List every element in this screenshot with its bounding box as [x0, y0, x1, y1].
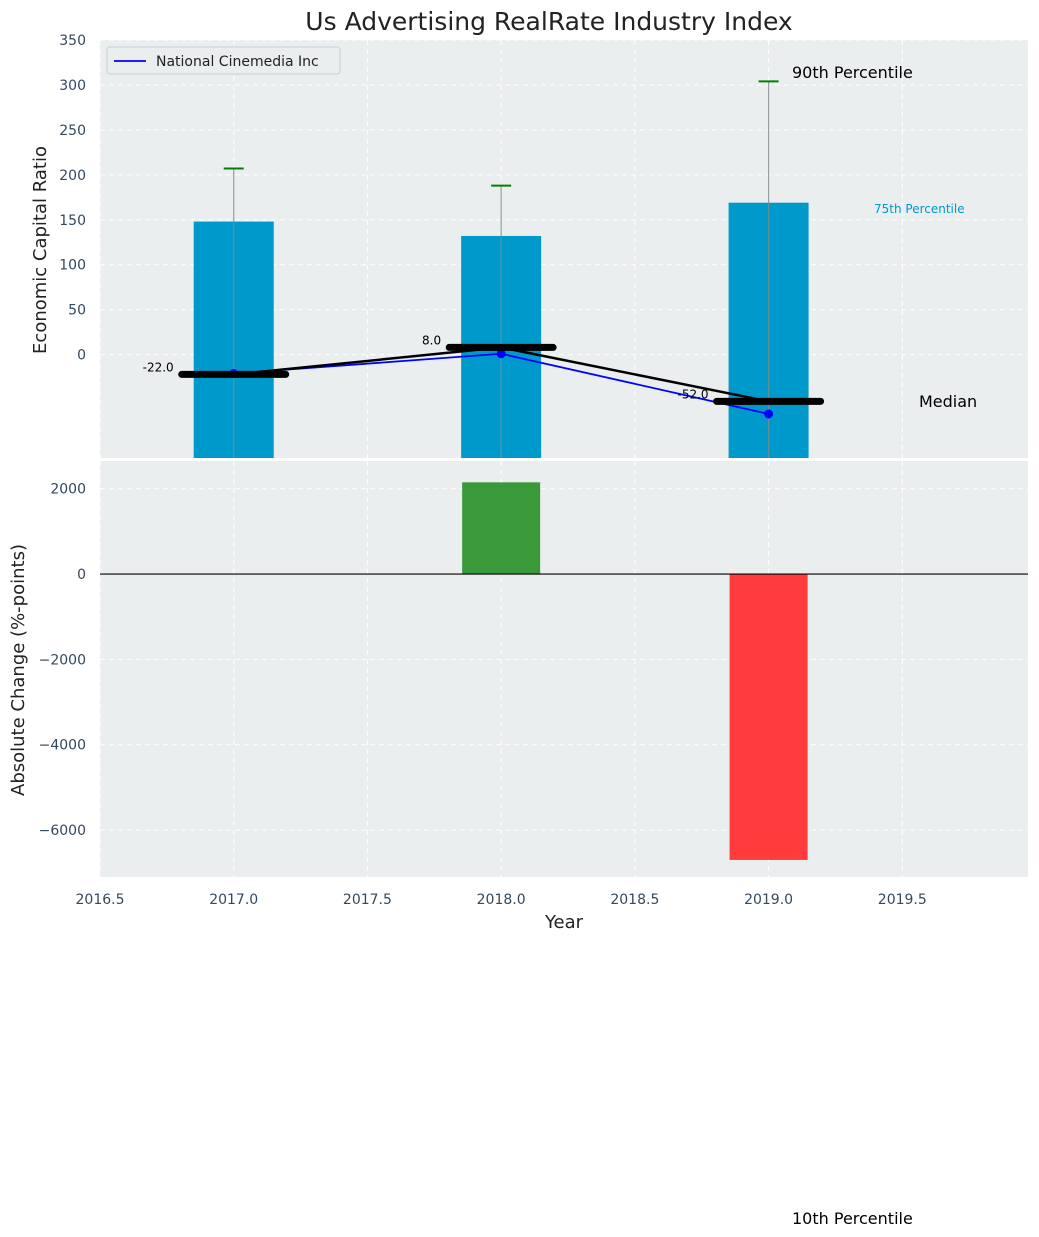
x-tick-label: 2017.0 [209, 892, 258, 908]
bottom-y-axis-label: Absolute Change (%-points) [8, 544, 29, 796]
bottom-y-tick-label: −6000 [39, 823, 86, 839]
top-y-tick-label: 200 [59, 168, 86, 184]
chart-title: Us Advertising RealRate Industry Index [305, 7, 792, 36]
legend: National Cinemedia Inc [106, 46, 341, 75]
absolute-change-bar [462, 482, 541, 575]
bottom-plot-background [100, 461, 1028, 877]
x-tick-label: 2017.5 [343, 892, 392, 908]
company-data-point [764, 409, 774, 419]
median-value-label: -22.0 [143, 360, 174, 374]
x-tick-label: 2019.5 [878, 892, 927, 908]
top-y-tick-label: 250 [59, 123, 86, 139]
x-tick-label: 2018.0 [477, 892, 526, 908]
bottom-y-tick-label: −2000 [39, 652, 86, 668]
bottom-y-tick-label: 0 [77, 567, 86, 583]
median-value-label: 8.0 [422, 333, 441, 347]
bottom-panel: 2016.5 2017.0 2017.5 2018.0 2018.5 2019.0 2019… [39, 461, 1028, 908]
bottom-y-tick-label: −4000 [39, 738, 86, 754]
tenth-percentile-label: 10th Percentile [792, 1209, 913, 1228]
x-tick-label: 2016.5 [76, 892, 125, 908]
legend-label-company: National Cinemedia Inc [156, 54, 319, 70]
median-value-label: -52.0 [678, 387, 709, 401]
top-panel: 0 50 100 150 200 250 300 350 -22.0 8.0 -52.0 Nation… [59, 33, 1028, 458]
top-y-tick-label: 100 [59, 258, 86, 274]
top-y-tick-label: 300 [59, 78, 86, 94]
x-tick-label: 2019.0 [744, 892, 793, 908]
x-axis-label: Year [544, 912, 584, 933]
bottom-y-tick-label: 2000 [50, 482, 86, 498]
company-data-point [496, 349, 506, 359]
median-label: Median [919, 392, 977, 411]
top-y-tick-label: 0 [77, 348, 86, 364]
top-y-tick-label: 150 [59, 213, 86, 229]
x-tick-label: 2018.5 [610, 892, 659, 908]
top-y-axis-label: Economic Capital Ratio [30, 146, 51, 354]
top-y-tick-label: 350 [59, 33, 86, 49]
absolute-change-bar [729, 574, 808, 860]
ninetieth-percentile-label: 90th Percentile [792, 63, 913, 82]
seventy-fifth-percentile-label: 75th Percentile [874, 202, 965, 216]
top-y-tick-label: 50 [68, 303, 86, 319]
legend-box [106, 46, 341, 75]
